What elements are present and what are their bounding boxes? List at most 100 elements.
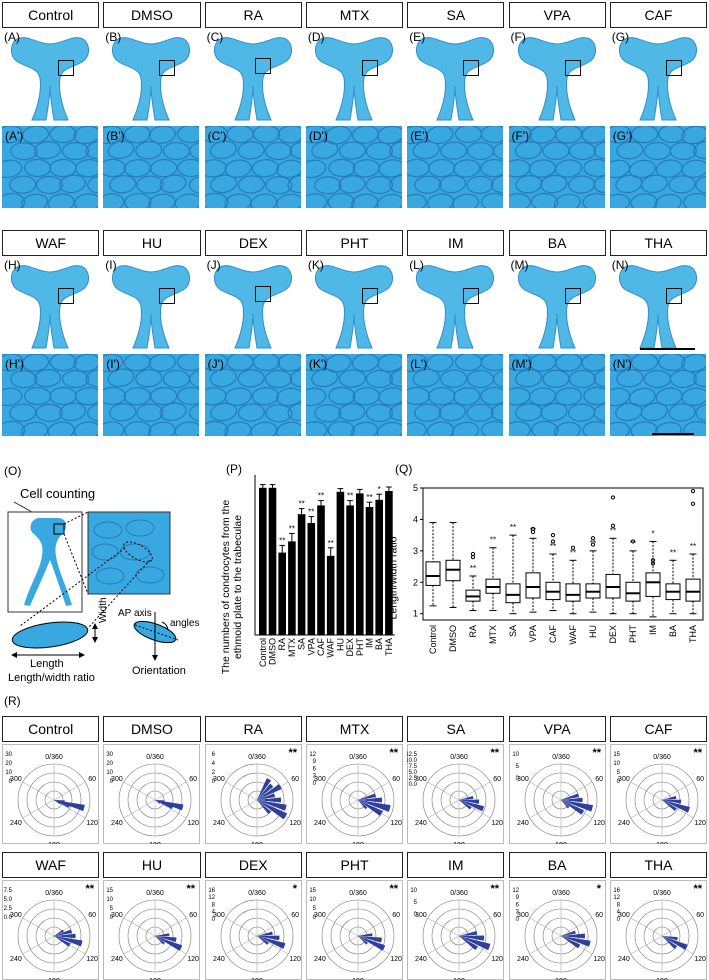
- cartilage-shape: [416, 37, 495, 121]
- significance-mark: **: [630, 539, 636, 548]
- angle-label: 180: [656, 842, 668, 844]
- angle-label: 60: [291, 776, 299, 783]
- angle-label: 180: [149, 842, 161, 844]
- box: [545, 553, 561, 612]
- cartilage-image: [11, 265, 89, 349]
- outlier: [650, 558, 656, 563]
- angle-label: 300: [415, 912, 427, 919]
- panel-letter: (D): [307, 30, 325, 44]
- x-tick-label: PHT: [628, 624, 638, 643]
- treatment-header: THA: [609, 230, 708, 256]
- roi-box: [564, 288, 581, 304]
- cartilage-panel: [509, 30, 605, 122]
- rose-wedge: [256, 931, 273, 936]
- panel-letter: (N): [611, 258, 629, 272]
- angle-label: 60: [291, 912, 299, 919]
- cells-panel: [508, 354, 605, 436]
- plot-frame: [422, 487, 704, 621]
- outlier: [470, 551, 476, 557]
- chondrocyte-image: [609, 126, 706, 208]
- box: [445, 522, 461, 608]
- panel-q-label: (Q): [395, 462, 413, 476]
- treatment-header: MTX: [305, 2, 404, 28]
- chondrocyte-image: [204, 126, 301, 208]
- radial-tick-label: 12: [512, 888, 519, 894]
- significance-mark: **: [288, 747, 297, 759]
- treatment-header: Control: [2, 2, 100, 28]
- outlier: [550, 539, 556, 544]
- rose-wedge: [661, 799, 681, 804]
- angle-label: 120: [491, 820, 503, 827]
- x-tick-label: PHT: [355, 637, 365, 656]
- box: [685, 553, 701, 615]
- radial-tick-label: 10: [107, 770, 114, 776]
- rose-wedge: [357, 800, 383, 816]
- radial-tick-label: 4: [211, 910, 215, 916]
- angle-label: 300: [10, 776, 22, 783]
- chondrocyte-image: [609, 354, 706, 436]
- significance-mark: **: [85, 883, 94, 895]
- radial-tick-label: 9: [313, 759, 317, 765]
- radial-tick-label: 5.0: [4, 897, 13, 903]
- roi-box: [254, 58, 271, 74]
- angle-label: 0/360: [450, 890, 468, 897]
- panel-letter-prime: (I'): [106, 357, 120, 371]
- angle-label: 120: [289, 820, 301, 827]
- angle-label: 0/360: [45, 890, 63, 897]
- rose-header: RA: [204, 716, 302, 742]
- angle-label: 240: [517, 820, 529, 827]
- chondrocyte-image: [103, 126, 200, 208]
- rose-wedge: [155, 936, 166, 945]
- chondrocyte-image: [204, 354, 301, 436]
- cartilage-panel: [103, 258, 199, 350]
- rose-wedge: [560, 793, 579, 800]
- rose-wedge: [54, 936, 83, 947]
- cartilage-image: [517, 265, 596, 349]
- box: [645, 540, 661, 618]
- radial-tick-label: 16: [613, 888, 620, 894]
- chondrocyte-image: [508, 126, 605, 208]
- chondrocyte-image: [407, 354, 504, 436]
- panel-letter: (K): [307, 258, 324, 272]
- angle-label: 300: [618, 776, 630, 783]
- outlier: [630, 539, 636, 544]
- length-width-ratio-label: Length/width ratio: [8, 672, 95, 684]
- box: [465, 575, 481, 612]
- panel-letter-prime: (H'): [5, 357, 24, 371]
- rose-wedge: [357, 936, 386, 951]
- rose-header: IM: [407, 852, 505, 878]
- angle-label: 240: [415, 956, 427, 963]
- x-tick-label: WAF: [568, 625, 578, 645]
- outlier: [590, 536, 596, 541]
- box: [425, 522, 441, 607]
- significance-mark: **: [610, 526, 616, 535]
- cells-panel: [609, 354, 706, 436]
- scale-bar: [652, 433, 694, 435]
- angle-label: 120: [86, 820, 98, 827]
- angle-label: 300: [111, 912, 123, 919]
- cartilage-image: [618, 37, 697, 121]
- treatment-header: PHT: [305, 230, 404, 256]
- radial-tick-label: 3: [313, 774, 317, 780]
- panel-letter: (I): [105, 258, 117, 272]
- panel-letter-prime: (C'): [207, 129, 227, 143]
- radial-tick-label: 6: [211, 752, 215, 758]
- radial-tick-label: 8: [211, 902, 215, 908]
- significance-mark: **: [366, 493, 372, 502]
- x-tick-label: VPA: [528, 625, 538, 642]
- treatment-header: CAF: [609, 2, 708, 28]
- rose-wedge: [661, 936, 688, 950]
- radial-tick-label: 0: [110, 779, 114, 785]
- rose-wedge: [155, 933, 170, 937]
- radial-tick-label: 30: [5, 752, 12, 758]
- panel-o-label: (O): [4, 464, 22, 478]
- cartilage-shape: [517, 265, 596, 349]
- cartilage-panel: [2, 30, 98, 122]
- rose-wedge: [560, 800, 569, 809]
- significance-mark: **: [470, 564, 476, 573]
- significance-mark: **: [491, 883, 500, 895]
- bar: [326, 555, 335, 635]
- box: [485, 547, 501, 612]
- x-tick-label: IM: [365, 638, 375, 648]
